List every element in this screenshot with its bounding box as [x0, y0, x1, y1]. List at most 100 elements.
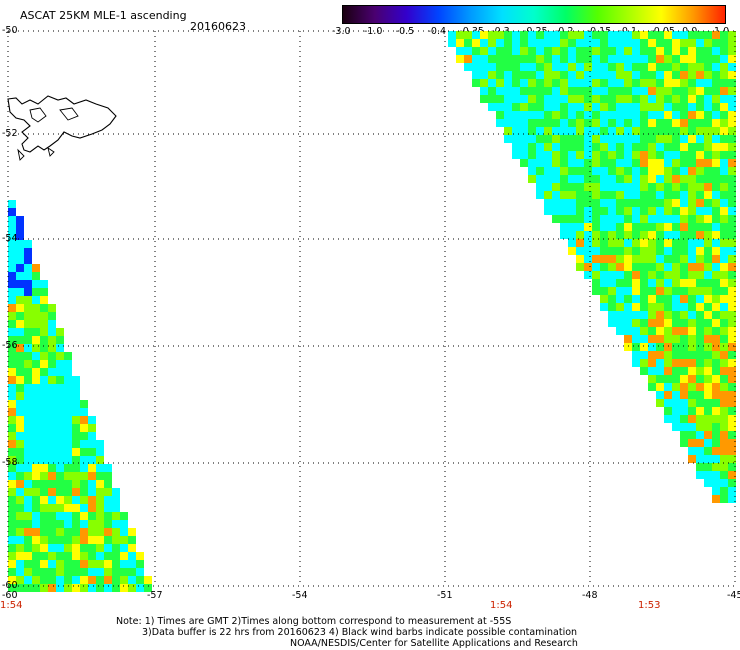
swath-cell: [24, 480, 32, 488]
swath-cell: [688, 319, 696, 327]
swath-cell: [640, 359, 648, 367]
swath-cell: [608, 103, 616, 111]
swath-cell: [592, 159, 600, 167]
swath-cell: [632, 135, 640, 143]
swath-cell: [80, 528, 88, 536]
swath-cell: [680, 319, 688, 327]
swath-cell: [712, 183, 720, 191]
swath-cell: [520, 143, 528, 151]
swath-cell: [648, 175, 656, 183]
swath-cell: [688, 79, 696, 87]
swath-cell: [592, 183, 600, 191]
swath-cell: [664, 95, 672, 103]
swath-cell: [720, 399, 728, 407]
swath-cell: [696, 111, 704, 119]
swath-cell: [704, 119, 712, 127]
swath-cell: [40, 536, 48, 544]
swath-cell: [48, 408, 56, 416]
swath-cell: [64, 408, 72, 416]
swath-cell: [568, 151, 576, 159]
swath-cell: [600, 31, 608, 39]
swath-cell: [584, 135, 592, 143]
swath-cell: [32, 352, 40, 360]
swath-cell: [480, 71, 488, 79]
swath-cell: [696, 303, 704, 311]
swath-cell: [48, 496, 56, 504]
swath-cell: [672, 39, 680, 47]
swath-cell: [472, 71, 480, 79]
swath-cell: [528, 71, 536, 79]
longitude-label: -51: [437, 590, 453, 601]
swath-cell: [640, 279, 648, 287]
swath-cell: [16, 408, 24, 416]
swath-cell: [600, 103, 608, 111]
swath-cell: [664, 175, 672, 183]
swath-cell: [616, 63, 624, 71]
swath-cell: [704, 151, 712, 159]
swath-cell: [648, 303, 656, 311]
swath-cell: [40, 320, 48, 328]
swath-cell: [56, 432, 64, 440]
swath-cell: [592, 39, 600, 47]
swath-cell: [640, 47, 648, 55]
swath-cell: [544, 111, 552, 119]
swath-cell: [720, 143, 728, 151]
swath-cell: [704, 127, 712, 135]
swath-cell: [56, 328, 64, 336]
latitude-label: -50: [2, 25, 18, 36]
swath-cell: [728, 455, 736, 463]
swath-cell: [584, 239, 592, 247]
swath-cell: [704, 335, 712, 343]
swath-cell: [728, 367, 736, 375]
swath-cell: [640, 311, 648, 319]
swath-cell: [576, 79, 584, 87]
swath-cell: [8, 576, 16, 584]
swath-cell: [576, 231, 584, 239]
swath-cell: [608, 247, 616, 255]
swath-west: [8, 200, 152, 592]
swath-cell: [64, 400, 72, 408]
swath-cell: [688, 39, 696, 47]
swath-cell: [136, 560, 144, 568]
swath-cell: [664, 287, 672, 295]
swath-cell: [536, 175, 544, 183]
swath-cell: [536, 79, 544, 87]
swath-cell: [560, 111, 568, 119]
swath-cell: [96, 464, 104, 472]
swath-cell: [704, 287, 712, 295]
swath-cell: [704, 279, 712, 287]
swath-cell: [480, 39, 488, 47]
swath-cell: [8, 536, 16, 544]
swath-cell: [24, 376, 32, 384]
swath-cell: [704, 47, 712, 55]
swath-cell: [568, 223, 576, 231]
swath-cell: [680, 311, 688, 319]
swath-cell: [40, 368, 48, 376]
longitude-label: -60: [2, 590, 18, 601]
swath-cell: [672, 167, 680, 175]
swath-cell: [624, 335, 632, 343]
swath-cell: [40, 392, 48, 400]
swath-cell: [488, 39, 496, 47]
swath-cell: [712, 383, 720, 391]
swath-cell: [600, 183, 608, 191]
swath-cell: [72, 496, 80, 504]
swath-cell: [600, 55, 608, 63]
swath-cell: [648, 167, 656, 175]
swath-cell: [488, 95, 496, 103]
swath-cell: [48, 352, 56, 360]
swath-cell: [520, 39, 528, 47]
swath-cell: [576, 47, 584, 55]
swath-cell: [544, 183, 552, 191]
swath-cell: [48, 520, 56, 528]
swath-cell: [472, 63, 480, 71]
swath-cell: [632, 279, 640, 287]
swath-cell: [664, 295, 672, 303]
swath-cell: [536, 55, 544, 63]
swath-cell: [664, 399, 672, 407]
swath-cell: [712, 175, 720, 183]
swath-cell: [136, 584, 144, 592]
swath-cell: [80, 488, 88, 496]
swath-cell: [480, 47, 488, 55]
swath-cell: [16, 232, 24, 240]
